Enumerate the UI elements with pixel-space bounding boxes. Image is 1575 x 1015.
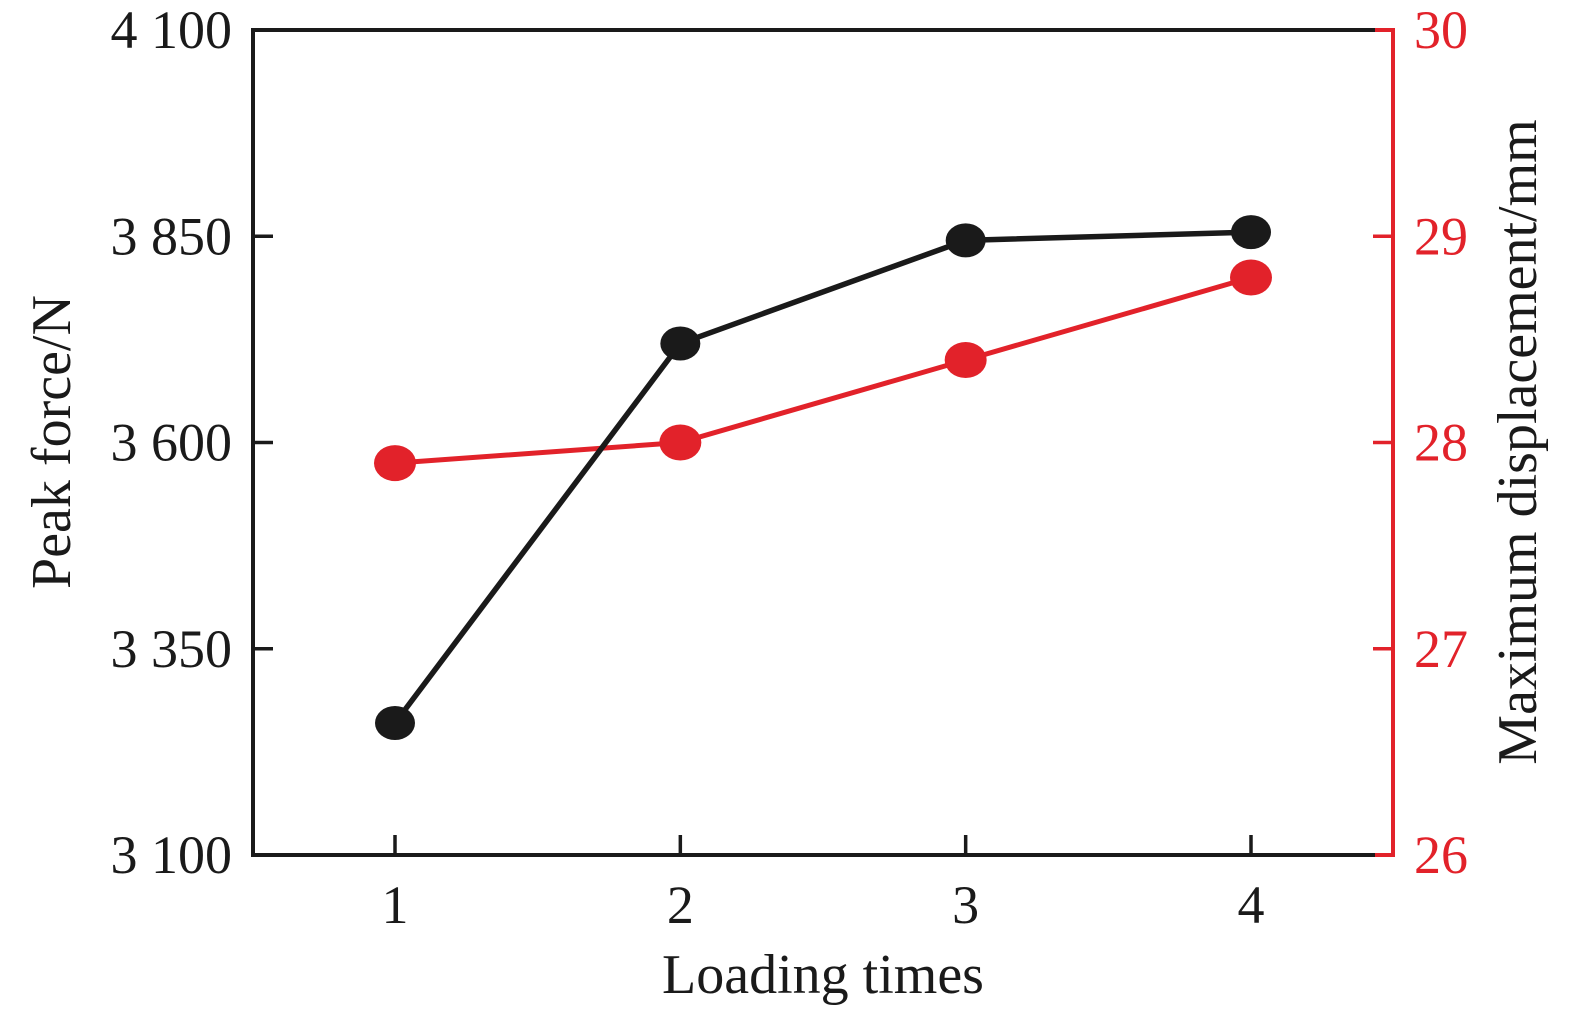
series-line-peak-force (392, 229, 1252, 725)
x-axis-ticks: 1 2 3 4 (382, 835, 1265, 935)
data-series (374, 215, 1272, 740)
black-axes-border (251, 28, 1375, 857)
left-tick-label: 4 100 (111, 0, 233, 60)
right-tick-label: 26 (1414, 825, 1468, 885)
data-point-peak-force (375, 706, 415, 740)
right-tick-label: 28 (1414, 413, 1468, 473)
left-axis-title: Peak force/N (21, 295, 83, 589)
left-tick-label: 3 600 (111, 413, 233, 473)
plot-borders (251, 28, 1395, 857)
left-tick-label: 3 100 (111, 825, 233, 885)
x-tick-label: 1 (382, 875, 409, 935)
x-axis-title: Loading times (662, 944, 984, 1006)
right-tick-label: 29 (1414, 206, 1468, 266)
series-line-maximum-displacement (394, 275, 1252, 466)
left-axis-ticks: 3 100 3 350 3 600 3 850 4 100 (111, 0, 273, 885)
data-point-maximum-displacement (659, 424, 702, 461)
x-tick-label: 4 (1238, 875, 1265, 935)
data-point-maximum-displacement (944, 342, 987, 378)
data-point-peak-force (945, 223, 986, 258)
x-tick-label: 3 (952, 875, 979, 935)
data-point-maximum-displacement (374, 445, 416, 482)
left-tick-label: 3 350 (111, 619, 233, 679)
data-point-maximum-displacement (1230, 259, 1272, 296)
right-axis-title: Maximum displacement/mm (1487, 119, 1549, 764)
x-tick-label: 2 (667, 875, 694, 935)
data-point-peak-force (660, 326, 701, 361)
right-axis-ticks: 26 27 28 29 30 (1373, 0, 1468, 885)
left-tick-label: 3 850 (111, 206, 233, 266)
right-tick-label: 27 (1414, 619, 1468, 679)
right-tick-label: 30 (1414, 0, 1468, 60)
data-point-peak-force (1231, 215, 1271, 250)
